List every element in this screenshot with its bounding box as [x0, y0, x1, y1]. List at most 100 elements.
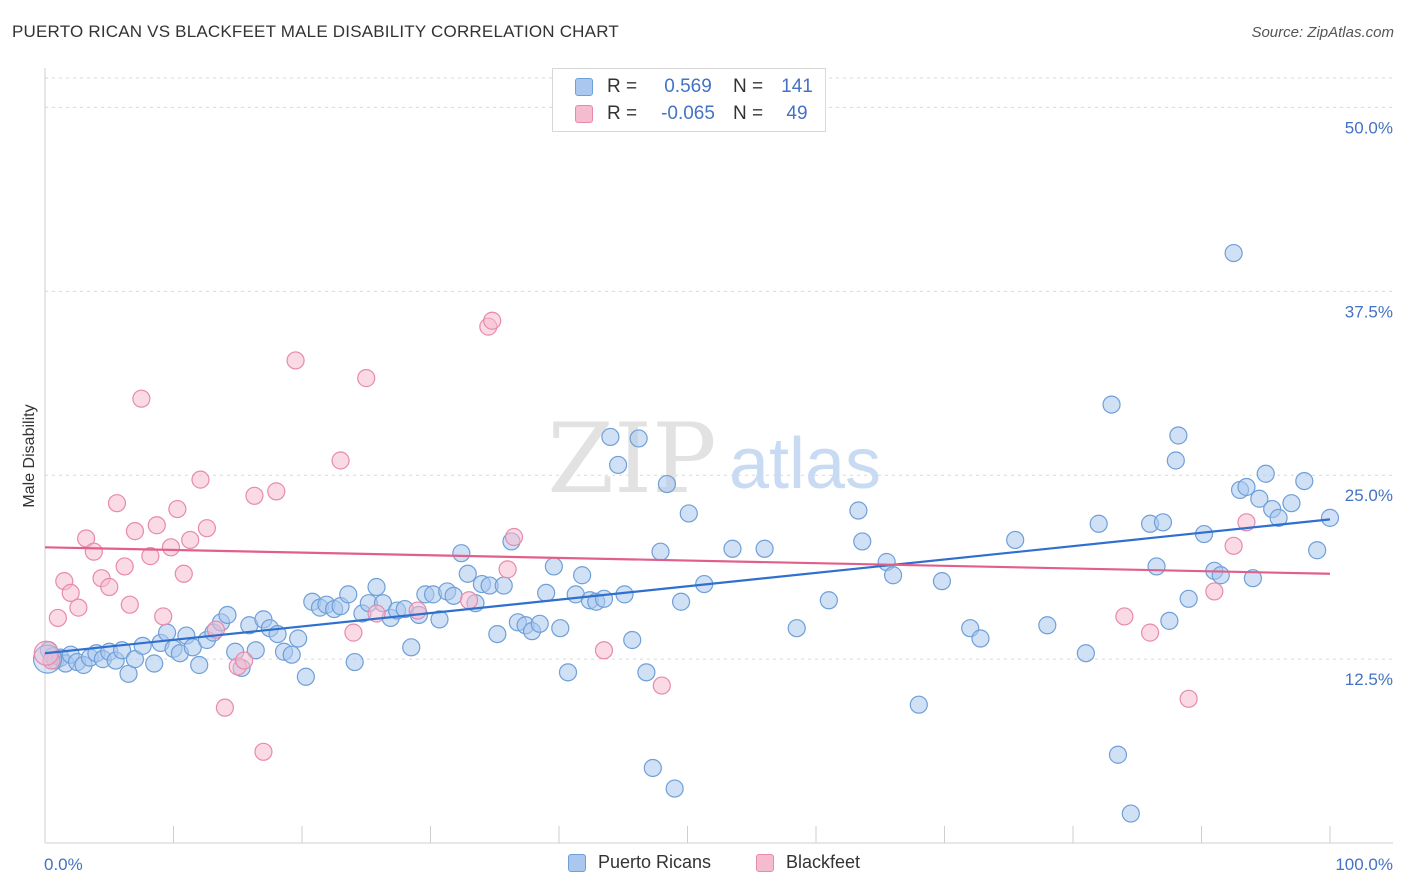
data-point-blackfeet — [344, 623, 363, 642]
data-point-blackfeet — [331, 451, 350, 470]
y-axis-label: Male Disability — [21, 404, 38, 507]
data-point-blackfeet — [483, 311, 502, 330]
x-tick-label: 0.0% — [44, 855, 83, 874]
legend-r-value: 0.569 — [664, 76, 712, 97]
legend-r-label: R = — [607, 76, 638, 97]
data-point-puerto-rican — [1089, 514, 1108, 533]
data-point-puerto-rican — [932, 572, 952, 591]
x-tick-label: 100.0% — [1335, 855, 1393, 874]
data-point-blackfeet — [1140, 623, 1160, 642]
series-legend: Puerto Ricans Blackfeet — [0, 852, 1406, 878]
axes — [44, 68, 1393, 844]
data-point-puerto-rican — [787, 619, 806, 638]
data-point-blackfeet — [498, 560, 517, 579]
source-label: Source: ZipAtlas.com — [1251, 24, 1394, 41]
legend-n-label: N = — [733, 103, 764, 124]
data-point-blackfeet — [120, 595, 139, 614]
data-point-blackfeet — [357, 369, 376, 388]
data-point-puerto-rican — [1179, 589, 1198, 608]
data-point-puerto-rican — [218, 605, 237, 625]
data-point-puerto-rican — [458, 564, 477, 583]
data-point-blackfeet — [245, 486, 264, 505]
data-point-blackfeet — [254, 742, 273, 761]
data-point-puerto-rican — [1166, 451, 1185, 470]
data-point-puerto-rican — [494, 576, 513, 595]
legend-swatch-blue — [575, 78, 593, 96]
data-point-puerto-rican — [345, 652, 364, 672]
data-point-blackfeet — [191, 470, 210, 489]
data-point-puerto-rican — [679, 504, 698, 523]
data-point-puerto-rican — [1160, 611, 1179, 630]
data-point-blackfeet — [652, 676, 671, 695]
data-point-puerto-rican — [558, 663, 578, 682]
data-point-puerto-rican — [657, 474, 677, 494]
y-tick-label: 50.0% — [1345, 118, 1393, 137]
data-point-puerto-rican — [601, 427, 620, 447]
data-point-puerto-rican — [1320, 508, 1340, 527]
data-point-puerto-rican — [1006, 530, 1025, 550]
y-tick-label: 25.0% — [1345, 486, 1393, 505]
data-point-puerto-rican — [755, 539, 774, 558]
legend-label-blackfeet: Blackfeet — [786, 852, 861, 872]
watermark-zip: ZIP — [547, 403, 716, 515]
y-tick-labels: 12.5% 25.0% 37.5% 50.0% — [1345, 118, 1393, 689]
legend-label-puerto-ricans: Puerto Ricans — [598, 852, 712, 872]
data-point-puerto-rican — [282, 645, 301, 664]
y-tick-label: 12.5% — [1345, 670, 1393, 689]
data-point-puerto-rican — [444, 586, 463, 605]
data-point-blackfeet — [132, 389, 151, 408]
data-point-puerto-rican — [573, 566, 592, 585]
data-point-puerto-rican — [367, 577, 386, 597]
data-point-puerto-rican — [971, 629, 990, 648]
data-point-puerto-rican — [1169, 426, 1188, 445]
data-point-puerto-rican — [1256, 464, 1275, 483]
data-point-puerto-rican — [1108, 745, 1128, 764]
data-point-blackfeet — [594, 641, 614, 660]
data-point-puerto-rican — [651, 542, 670, 561]
data-point-blackfeet — [504, 527, 524, 547]
data-point-puerto-rican — [1153, 513, 1173, 532]
data-point-puerto-rican — [157, 623, 177, 642]
data-point-blackfeet — [69, 598, 88, 617]
data-point-blackfeet — [125, 522, 145, 541]
data-point-puerto-rican — [629, 429, 648, 448]
data-point-puerto-rican — [296, 667, 315, 686]
data-point-puerto-rican — [637, 663, 656, 682]
legend-r-value: -0.065 — [661, 103, 715, 124]
data-point-puerto-rican — [665, 779, 684, 798]
correlation-legend: R = 0.569 N = 141 R = -0.065 N = 49 — [552, 68, 826, 132]
data-point-puerto-rican — [537, 583, 556, 603]
data-point-puerto-rican — [145, 654, 164, 673]
data-point-puerto-rican — [339, 585, 358, 604]
series-blackfeet — [33, 311, 1256, 761]
data-point-blackfeet — [100, 577, 119, 597]
data-point-puerto-rican — [430, 610, 449, 629]
data-point-puerto-rican — [1269, 508, 1288, 527]
trend-line-blackfeet — [44, 546, 1331, 575]
data-point-puerto-rican — [1211, 566, 1230, 585]
data-point-blackfeet — [141, 547, 160, 566]
data-point-blackfeet — [147, 516, 166, 535]
data-point-puerto-rican — [853, 532, 872, 551]
data-point-puerto-rican — [551, 619, 570, 638]
legend-swatch-blue — [568, 853, 586, 872]
data-point-puerto-rican — [623, 630, 642, 650]
legend-n-label: N = — [733, 76, 764, 97]
legend-item-blackfeet: Blackfeet — [756, 852, 860, 873]
data-point-puerto-rican — [544, 557, 563, 576]
data-point-blackfeet — [161, 538, 181, 557]
data-point-puerto-rican — [671, 592, 691, 611]
data-point-puerto-rican — [1295, 471, 1314, 491]
series-puerto-ricans — [32, 243, 1340, 823]
data-point-puerto-rican — [1038, 616, 1057, 635]
data-point-puerto-rican — [1243, 569, 1263, 588]
data-point-blackfeet — [408, 601, 427, 620]
data-point-puerto-rican — [402, 638, 421, 657]
data-point-blackfeet — [107, 494, 127, 513]
data-point-puerto-rican — [246, 641, 265, 660]
data-point-puerto-rican — [609, 455, 628, 475]
data-point-puerto-rican — [1224, 243, 1243, 263]
data-point-puerto-rican — [133, 636, 152, 655]
data-point-blackfeet — [115, 557, 134, 576]
